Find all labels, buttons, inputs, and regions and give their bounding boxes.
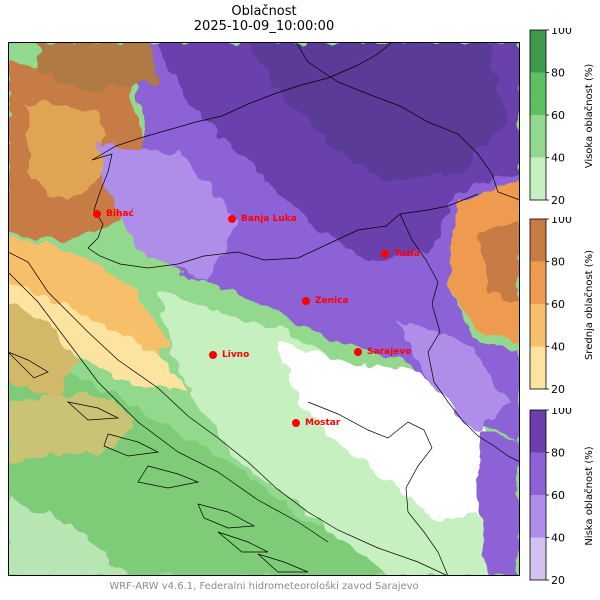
city-label-mostar: Mostar xyxy=(305,418,341,428)
colorbar-mid-cloud: 20 40 60 80 100 Srednja oblačnost (%) xyxy=(529,217,595,395)
city-label-tuzla: Tuzla xyxy=(394,249,420,259)
city-marker xyxy=(93,210,101,218)
borders xyxy=(8,42,520,576)
colorbar-segment xyxy=(530,30,546,73)
colorbar-low-label: Niska oblačnost (%) xyxy=(583,446,595,545)
city-layer: Bihać Banja Luka Tuzla Zenica Sarajevo L… xyxy=(93,208,420,428)
city-marker xyxy=(302,297,310,305)
colorbar-low-cloud: 20 40 60 80 100 Niska oblačnost (%) xyxy=(529,408,595,586)
colorbar-segment xyxy=(530,261,546,304)
model-credit: WRF-ARW v4.6.1, Federalni hidrometeorolo… xyxy=(109,581,419,592)
city-label-zenica: Zenica xyxy=(315,296,349,306)
city-banja-luka[interactable]: Banja Luka xyxy=(228,214,297,224)
city-label-sarajevo: Sarajevo xyxy=(367,347,411,357)
city-label-livno: Livno xyxy=(222,350,249,360)
colorbar-tick-label: 40 xyxy=(551,532,565,545)
colorbar-segment xyxy=(530,157,546,200)
city-bihac[interactable]: Bihać xyxy=(93,208,134,219)
map-frame xyxy=(8,42,520,576)
colorbar-tick-label: 80 xyxy=(551,447,565,460)
cloud-fields xyxy=(8,42,520,576)
colorbar-segment xyxy=(530,495,546,538)
colorbar-segment xyxy=(530,72,546,115)
colorbar-tick-label: 80 xyxy=(551,67,565,80)
colorbar-tick-label: 20 xyxy=(551,383,565,395)
city-zenica[interactable]: Zenica xyxy=(302,296,349,306)
city-livno[interactable]: Livno xyxy=(209,350,249,360)
colorbar-segment xyxy=(530,115,546,158)
colorbar-segment xyxy=(530,452,546,495)
map-title: Oblačnost xyxy=(231,4,297,19)
colorbar-tick-label: 60 xyxy=(551,109,565,122)
city-marker xyxy=(209,351,217,359)
colorbar-segment xyxy=(530,346,546,389)
colorbar-mid-label: Srednja oblačnost (%) xyxy=(583,250,595,360)
colorbar-segment xyxy=(530,304,546,347)
city-marker xyxy=(228,215,236,223)
city-marker xyxy=(292,419,300,427)
colorbar-tick-label: 60 xyxy=(551,298,565,311)
colorbar-high-cloud: 20 40 60 80 100 Visoka oblačnost (%) xyxy=(529,28,595,204)
colorbar-tick-label: 40 xyxy=(551,341,565,354)
city-tuzla[interactable]: Tuzla xyxy=(381,249,420,259)
city-sarajevo[interactable]: Sarajevo xyxy=(354,347,411,357)
colorbar-tick-label: 40 xyxy=(551,152,565,165)
map-timestamp: 2025-10-09_10:00:00 xyxy=(193,19,335,34)
colorbar-high-label: Visoka oblačnost (%) xyxy=(583,64,595,169)
colorbar-tick-label: 20 xyxy=(551,194,565,204)
colorbar-tick-label: 100 xyxy=(551,408,572,417)
colorbar-tick-label: 100 xyxy=(551,217,572,226)
colorbar-tick-label: 20 xyxy=(551,574,565,586)
colorbar-segment xyxy=(530,410,546,453)
city-label-bihac: Bihać xyxy=(106,208,134,219)
colorbar-segment xyxy=(530,537,546,580)
city-mostar[interactable]: Mostar xyxy=(292,418,341,428)
colorbar-segment xyxy=(530,219,546,262)
city-marker xyxy=(354,348,362,356)
cloud-cover-map: Bihać Banja Luka Tuzla Zenica Sarajevo L… xyxy=(8,42,520,576)
colorbar-tick-label: 60 xyxy=(551,489,565,502)
colorbar-tick-label: 80 xyxy=(551,256,565,269)
colorbar-tick-label: 100 xyxy=(551,28,572,37)
city-label-banja-luka: Banja Luka xyxy=(241,214,297,224)
city-marker xyxy=(381,250,389,258)
